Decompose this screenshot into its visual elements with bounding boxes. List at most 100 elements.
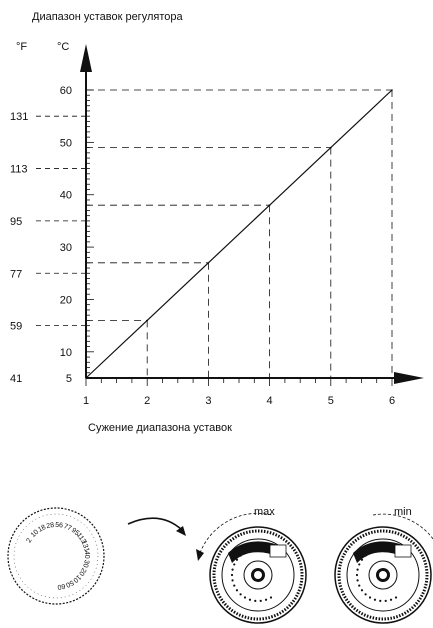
- celsius-tick-label: 30: [60, 242, 72, 254]
- dial-dot: [389, 598, 393, 601]
- disc-scale-label: 28: [46, 522, 55, 530]
- celsius-tick-label: 10: [60, 347, 72, 359]
- curved-arrow-icon: [127, 517, 183, 531]
- fahrenheit-unit-label: °F: [16, 41, 28, 53]
- dial-dot: [364, 593, 367, 596]
- fahrenheit-tick-label: 95: [10, 216, 22, 228]
- x-tick-label: 1: [83, 395, 89, 407]
- fahrenheit-tick-label: 131: [10, 111, 28, 123]
- tick-labels: 5 10 20 30 40 50 60 41 59 77 95 113 131 1 2 3 4 5 6: [10, 85, 395, 407]
- dial-dot: [356, 568, 359, 571]
- dial-dot: [379, 548, 382, 551]
- disc-scale-label: 30: [81, 559, 90, 568]
- disc-scale-label: 131: [80, 540, 90, 553]
- dial-dot: [230, 573, 234, 577]
- disc-scale-label: 18: [37, 524, 47, 534]
- disc-scale-label: 60: [57, 582, 66, 590]
- dial-dot: [364, 554, 367, 557]
- data-point: [268, 204, 271, 206]
- celsius-tick-label: 5: [66, 373, 72, 385]
- data-point: [207, 262, 210, 264]
- dial-dot: [368, 551, 372, 554]
- dial-dot: [356, 579, 359, 582]
- y-axis-arrow-icon: [80, 44, 92, 72]
- x-tick-label: 6: [389, 395, 395, 407]
- rotation-arrow-icon: [196, 549, 204, 561]
- dial-dot: [235, 589, 239, 592]
- disc-scale-label: 95: [70, 527, 81, 537]
- disc-scale-label: 10: [30, 529, 41, 540]
- dial-dot: [373, 598, 377, 601]
- disc-scale-label: 10: [71, 573, 82, 584]
- rotation-arc-icon: [372, 513, 433, 540]
- x-tick-label: 3: [205, 395, 211, 407]
- dial-dot: [269, 596, 273, 599]
- disc-scale-label: 50: [64, 578, 74, 588]
- dial-dot: [259, 599, 262, 602]
- disc-scale-label: 56: [55, 522, 64, 530]
- fahrenheit-tick-label: 113: [10, 164, 28, 176]
- celsius-tick-label: 60: [60, 85, 72, 97]
- dial-dot: [355, 573, 359, 577]
- chart-title: Диапазон уставок регулятора: [32, 11, 183, 23]
- dial-dot: [254, 599, 257, 602]
- x-axis-arrow-icon: [394, 372, 424, 384]
- fahrenheit-tick-label: 41: [10, 373, 22, 385]
- dial-dot: [254, 548, 257, 551]
- dial-dot: [373, 549, 377, 552]
- max-label: max: [254, 506, 275, 518]
- dashed-guides: [36, 89, 393, 378]
- data-point: [391, 89, 393, 91]
- dial-dot: [264, 598, 268, 601]
- dial-dot: [243, 596, 247, 599]
- x-tick-label: 5: [328, 395, 334, 407]
- rotation-arc-icon: [199, 512, 273, 554]
- celsius-tick-label: 50: [60, 137, 72, 149]
- dial-dot: [358, 563, 361, 566]
- dial-dot: [360, 558, 364, 561]
- data-point: [146, 319, 148, 322]
- data-point: [330, 146, 332, 149]
- disc-scale-label: 77: [63, 523, 73, 532]
- dial-dot: [243, 551, 247, 554]
- dial-dot: [239, 554, 242, 557]
- dial-dot: [248, 549, 252, 552]
- dial-dot: [248, 598, 252, 601]
- dial-dot: [231, 579, 234, 582]
- knob-max: [196, 512, 307, 624]
- x-tick-label: 4: [267, 395, 273, 407]
- celsius-tick-label: 20: [60, 294, 72, 306]
- fahrenheit-tick-label: 59: [10, 321, 22, 333]
- series: [85, 89, 393, 379]
- knob-dial-dots: [230, 548, 273, 602]
- fahrenheit-tick-label: 77: [10, 268, 22, 280]
- arrow-head-icon: [176, 526, 186, 536]
- dial-dot: [368, 596, 372, 599]
- series-line: [85, 89, 393, 379]
- x-tick-label: 2: [144, 395, 150, 407]
- knob-dial-dots: [355, 548, 398, 602]
- data-point: [85, 377, 87, 379]
- disc-scale-label: 2: [26, 537, 34, 544]
- dial-dot: [379, 599, 382, 602]
- dial-dot: [358, 584, 361, 587]
- x-axis-label: Сужение диапазона уставок: [88, 422, 232, 434]
- min-label: min: [394, 506, 412, 518]
- dial-dot: [394, 596, 398, 599]
- dial-dot: [384, 599, 387, 602]
- knob-min: [334, 513, 433, 624]
- dial-dot: [233, 584, 236, 587]
- dial-dot: [239, 593, 242, 596]
- dial-dot: [360, 589, 364, 592]
- axes: [80, 44, 424, 386]
- dial-dot: [233, 563, 236, 566]
- celsius-unit-label: °C: [57, 41, 70, 53]
- celsius-tick-label: 40: [60, 190, 72, 202]
- dial-dot: [231, 568, 234, 571]
- dial-dot: [235, 558, 239, 561]
- disc-scale-label: 40: [83, 551, 90, 559]
